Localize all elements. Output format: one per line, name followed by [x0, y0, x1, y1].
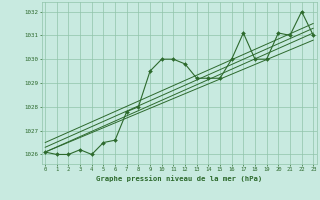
X-axis label: Graphe pression niveau de la mer (hPa): Graphe pression niveau de la mer (hPa) [96, 175, 262, 182]
